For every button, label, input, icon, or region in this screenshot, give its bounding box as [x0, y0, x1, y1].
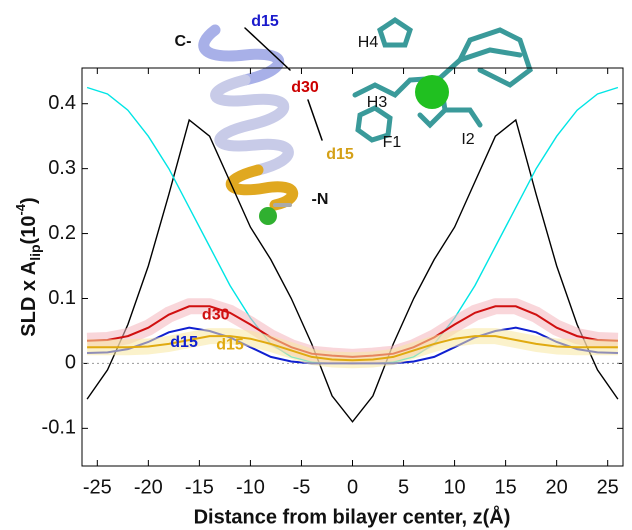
x-tick-label: -5	[293, 476, 311, 498]
y-label-close: )	[18, 197, 40, 204]
y-tick-label: 0.1	[48, 287, 76, 309]
inset-label: d15	[326, 146, 354, 163]
x-tick-label: -10	[236, 476, 265, 498]
series-label: d30	[202, 307, 230, 324]
y-tick-label: -0.1	[42, 417, 76, 439]
y-tick-label: 0.3	[48, 157, 76, 179]
pointer	[244, 27, 291, 71]
bond	[442, 107, 483, 128]
series-label: d15	[216, 336, 244, 353]
x-axis-label: Distance from bilayer center, z(Å)	[194, 504, 511, 528]
inset-label: d15	[251, 13, 279, 30]
y-label-unit: (10	[18, 216, 40, 245]
x-tick-label: -15	[185, 476, 214, 498]
y-tick-label: 0.2	[48, 222, 76, 244]
plot: -0.1 0 0.1 0.2 0.3 0.4 -25 -20 -15 -10 -5 0 5 10 15 20 2…	[42, 68, 623, 498]
ion	[259, 207, 277, 225]
x-tick-label: 0	[347, 476, 358, 498]
plot-frame	[81, 67, 624, 467]
series-line	[87, 335, 618, 362]
x-tick-label: 20	[546, 476, 568, 498]
molecule	[352, 16, 533, 143]
helix-ribbon	[226, 164, 299, 211]
helix-ribbon	[210, 74, 294, 176]
series-band	[87, 328, 618, 369]
inset-labels: C-d15 d30 d15 -N H4 H3 F1 I2	[175, 13, 475, 208]
ring	[355, 105, 393, 143]
x-tick-label: 10	[443, 476, 465, 498]
x-tick-label: 5	[398, 476, 409, 498]
series-line	[86, 118, 619, 423]
inset-label: C-	[175, 33, 192, 50]
y-label-main: SLD x A	[18, 261, 40, 337]
inset-label: I2	[461, 131, 474, 148]
bond	[457, 27, 533, 88]
helix-ribbon	[198, 24, 284, 86]
y-axis-label: SLD x Alip(10-4)	[13, 197, 42, 336]
x-tick-label: -25	[83, 476, 112, 498]
inset-label: -N	[312, 191, 329, 208]
ring	[377, 16, 413, 48]
y-label-sub: lip	[27, 244, 43, 260]
y-tick-label: 0	[65, 352, 76, 374]
ion	[415, 75, 449, 109]
y-label-exp: -4	[13, 203, 28, 215]
x-tick-label: 15	[494, 476, 516, 498]
inset-label: H4	[358, 34, 379, 51]
series-label: d15	[170, 334, 198, 351]
pointer	[307, 99, 323, 141]
inset-label: d30	[291, 79, 319, 96]
y-tick-label: 0.4	[48, 92, 76, 114]
x-tick-label: 25	[597, 476, 619, 498]
helix	[198, 24, 323, 225]
x-tick-label: -20	[134, 476, 163, 498]
inset-label: F1	[383, 134, 402, 151]
insets	[198, 16, 533, 225]
inset-label: H3	[367, 94, 388, 111]
